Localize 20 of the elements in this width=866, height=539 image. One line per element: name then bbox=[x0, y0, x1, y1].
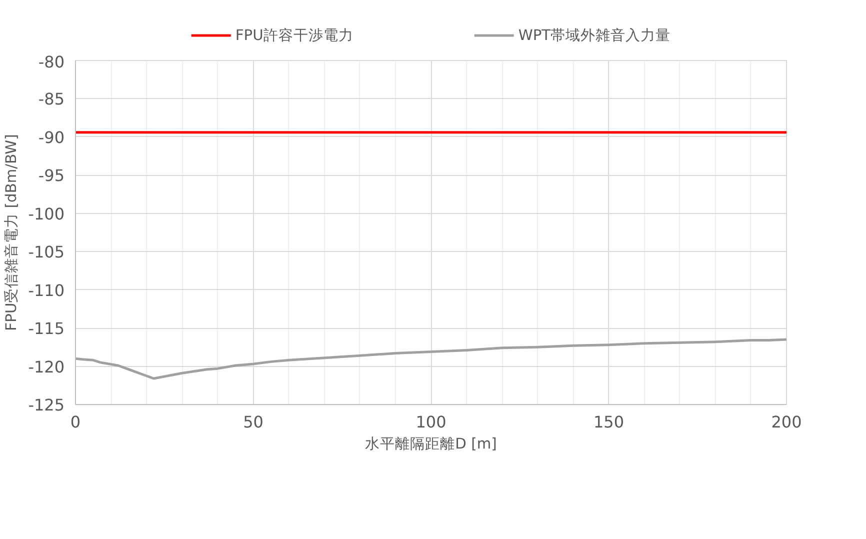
y-axis-title: FPU受信雑音電力 [dBm/BW] bbox=[3, 134, 20, 331]
x-tick-label: 150 bbox=[593, 412, 624, 432]
line-series bbox=[76, 338, 786, 380]
x-tick-label: 50 bbox=[243, 412, 264, 432]
x-tick-label: 0 bbox=[70, 412, 81, 432]
y-tick-label: -85 bbox=[38, 90, 65, 109]
y-tick-label: -110 bbox=[28, 280, 64, 300]
y-tick-label: -90 bbox=[38, 128, 65, 147]
legend-label: FPU許容干渉電力 bbox=[235, 26, 354, 44]
y-tick-label: -125 bbox=[28, 396, 64, 414]
y-tick-label: -80 bbox=[38, 52, 65, 72]
y-tick-label: -95 bbox=[38, 166, 65, 186]
y-tick-label: -115 bbox=[28, 319, 64, 338]
y-tick-label: -105 bbox=[28, 242, 64, 262]
legend-label: WPT帯域外雑音入力量 bbox=[518, 26, 671, 44]
x-tick-label: 100 bbox=[416, 412, 446, 432]
y-tick-label: -120 bbox=[28, 357, 64, 376]
x-tick-label: 200 bbox=[771, 412, 802, 432]
x-axis-title: 水平離隔距離D [m] bbox=[365, 436, 497, 452]
y-tick-label: -100 bbox=[28, 204, 64, 224]
